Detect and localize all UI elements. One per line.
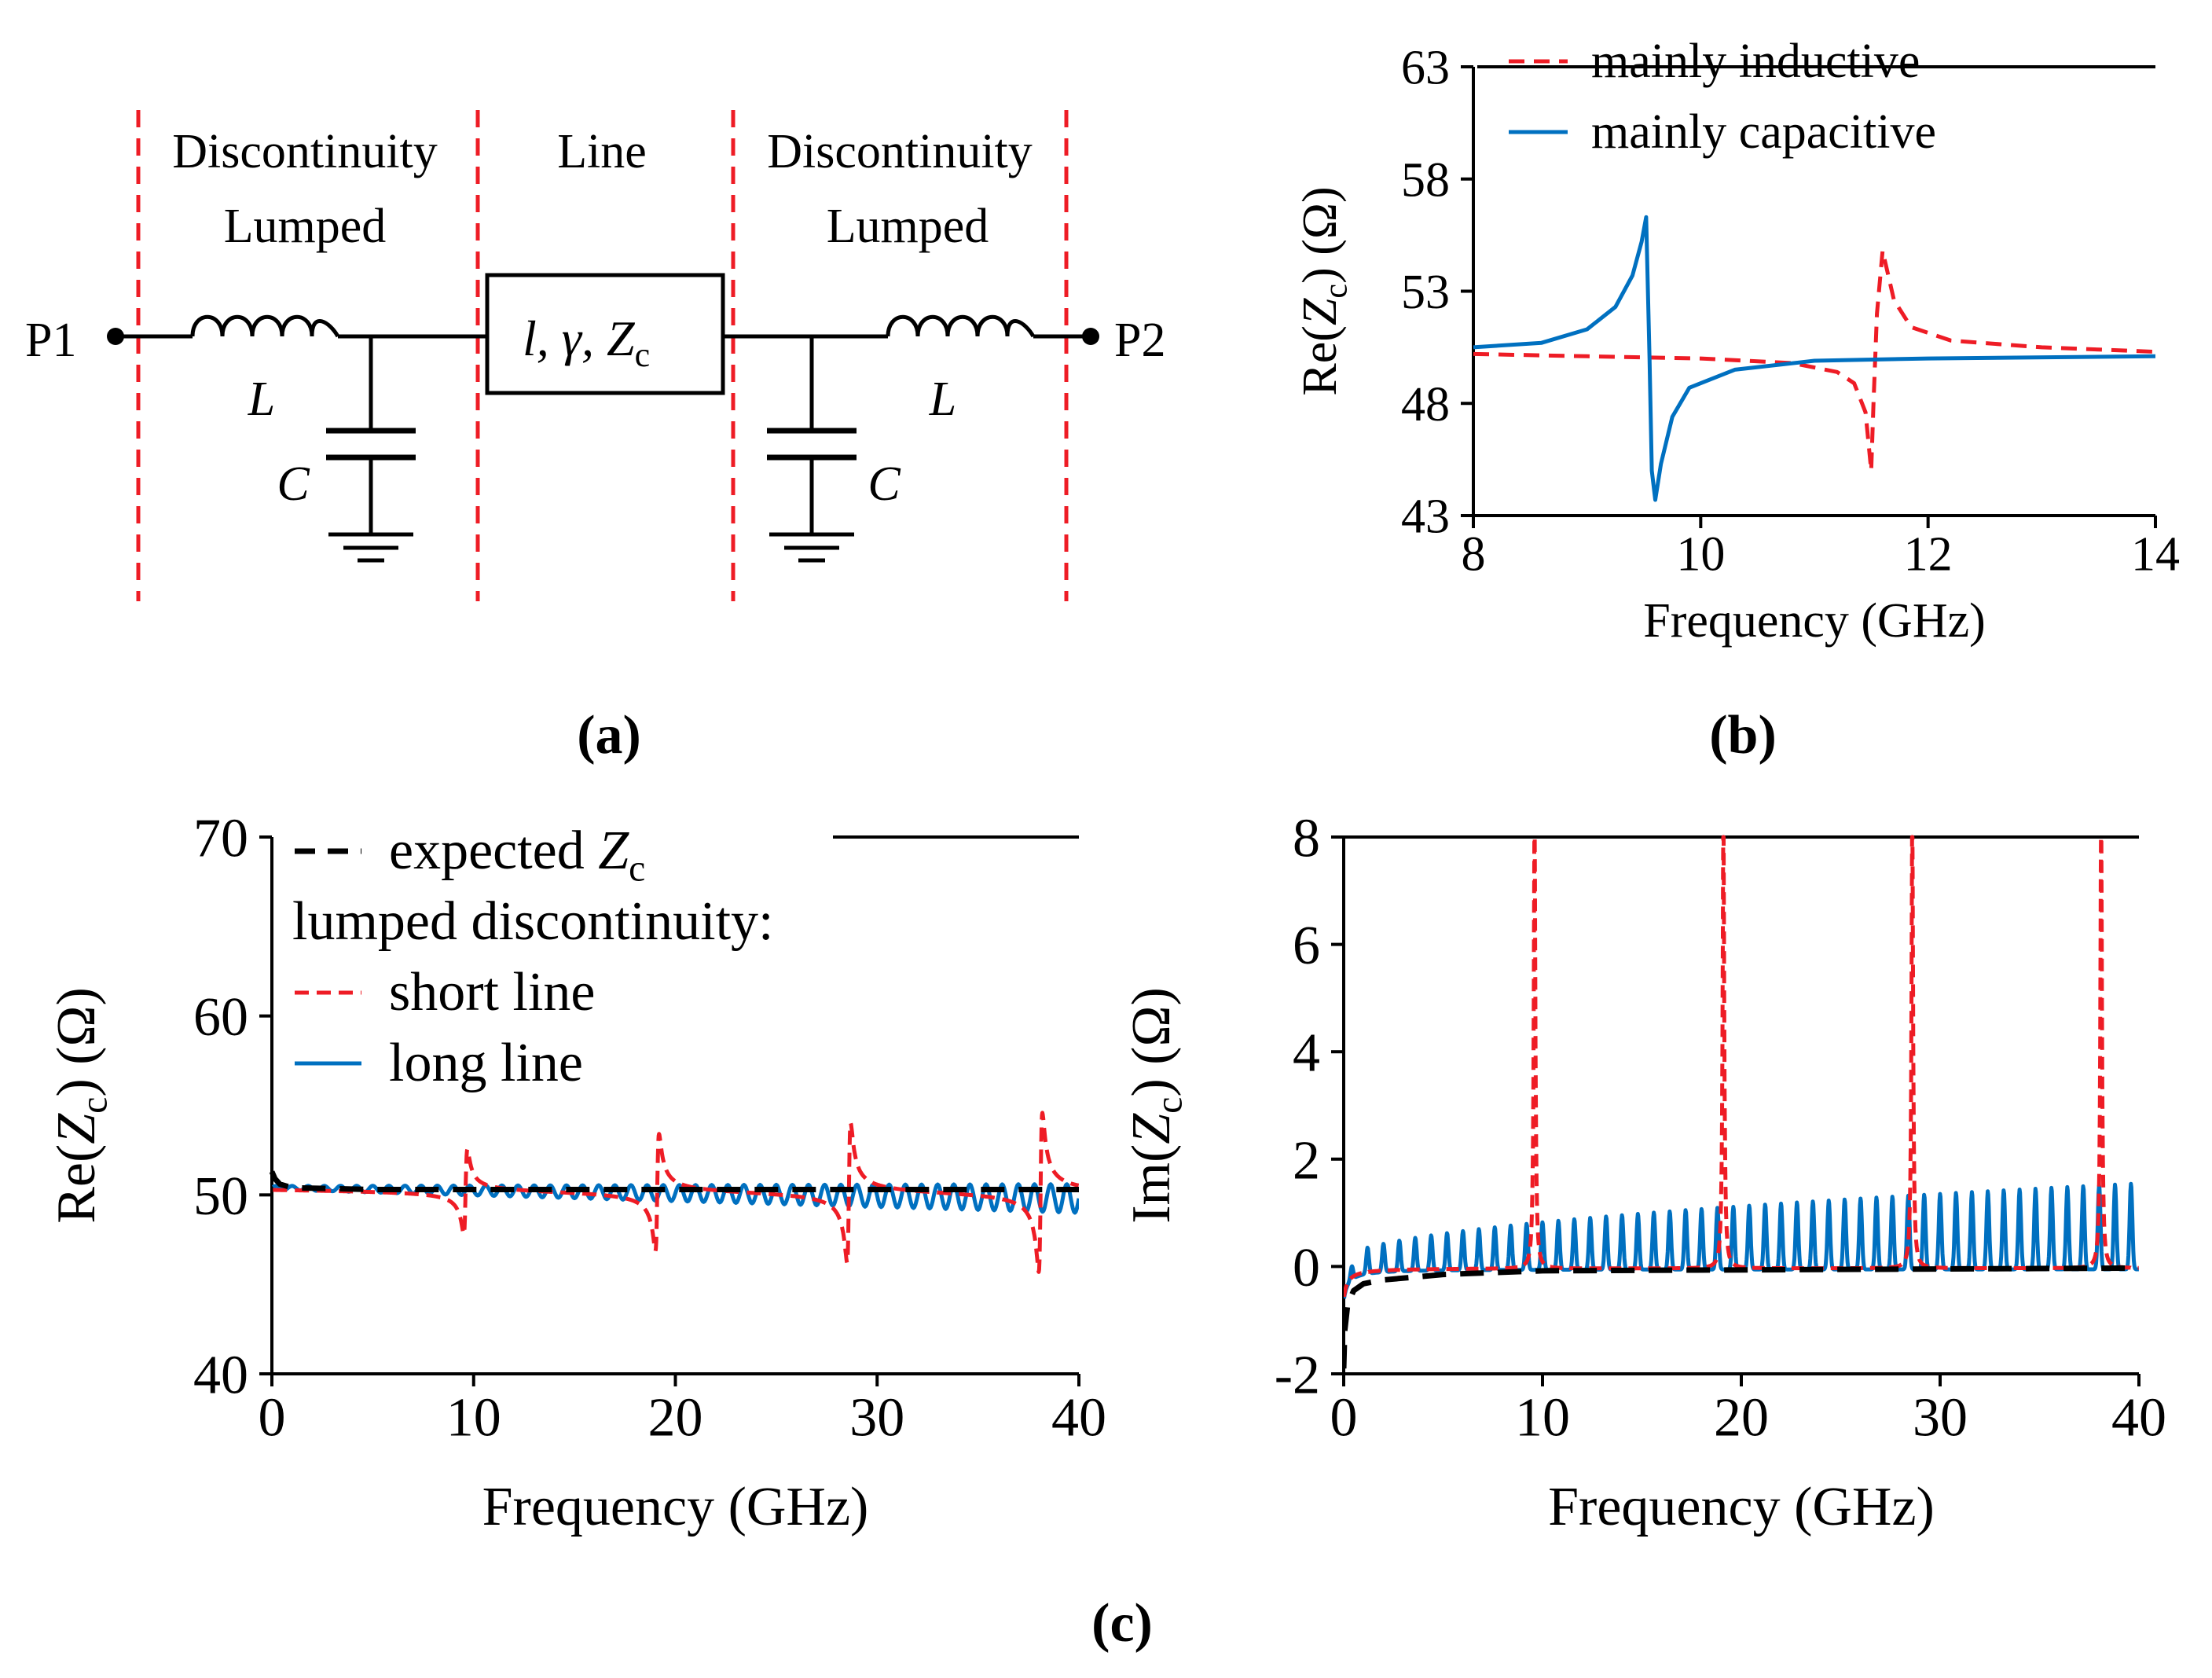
y-tick-label: 6 (1293, 916, 1320, 976)
right-inductor (886, 314, 1036, 338)
legend-label: mainly inductive (1591, 35, 1920, 88)
x-tick-label: 30 (1913, 1387, 1968, 1448)
right-inductor-label: L (929, 373, 956, 426)
panel-b-caption: (b) (1709, 705, 1777, 766)
left-capacitor-label: C (277, 457, 310, 511)
x-tick-label: 0 (1330, 1387, 1358, 1448)
series-mainly-capacitive (1473, 215, 2156, 502)
y-tick-label: 43 (1401, 490, 1450, 544)
y-tick-label: 53 (1401, 266, 1450, 319)
x-tick-label: 10 (1515, 1387, 1570, 1448)
x-tick-label: 20 (1714, 1387, 1769, 1448)
x-tick-label: 10 (446, 1387, 501, 1448)
panel-a-caption: (a) (577, 705, 641, 766)
x-tick-label: 40 (2111, 1387, 2166, 1448)
right-section-label-1: Discontinuity (767, 125, 1033, 178)
series-long-line (272, 1182, 1079, 1215)
left-section-label-1: Discontinuity (172, 125, 438, 178)
y-tick-label: 2 (1293, 1130, 1320, 1191)
chart-b: 43 48 53 58 63 8 10 12 14 Frequency (GHz) Re(Zc) (… (1293, 35, 2180, 648)
x-tick-label: 10 (1676, 527, 1725, 581)
y-axis-label: Re(Zc) (Ω) (46, 987, 115, 1224)
legend-label: mainly capacitive (1591, 105, 1936, 159)
y-axis-label: Im(Zc) (Ω) (1121, 987, 1190, 1224)
y-tick-label: 40 (193, 1346, 248, 1406)
x-tick-label: 14 (2131, 527, 2180, 581)
series-expected-zc (269, 1170, 1079, 1192)
right-section-label-2: Lumped (827, 200, 989, 253)
series-mainly-inductive (1473, 248, 2156, 473)
left-inductor (190, 314, 340, 338)
y-tick-label: -2 (1275, 1346, 1320, 1406)
left-section-label-2: Lumped (224, 200, 387, 253)
series-long-line (1344, 1181, 2139, 1299)
y-tick-label: 50 (193, 1166, 248, 1227)
port-p1-label: P1 (25, 314, 76, 367)
panel-a-circuit: Discontinuity Lumped Line Discontinuity … (25, 110, 1165, 766)
x-axis-label: Frequency (GHz) (1643, 594, 1986, 648)
y-tick-label: 48 (1401, 378, 1450, 431)
x-axis-label: Frequency (GHz) (482, 1477, 869, 1537)
legend-label: expected Zc (389, 821, 645, 889)
series-expected-zc (1344, 1265, 2139, 1369)
y-tick-label: 58 (1401, 153, 1450, 207)
x-tick-label: 20 (648, 1387, 703, 1448)
y-tick-label: 0 (1293, 1238, 1320, 1298)
legend-label: lumped discontinuity: (292, 891, 773, 952)
y-tick-label: 63 (1401, 42, 1450, 95)
x-tick-label: 30 (849, 1387, 904, 1448)
y-axis-label: Re(Zc) (Ω) (1293, 186, 1355, 395)
x-axis-label: Frequency (GHz) (1548, 1477, 1935, 1537)
y-tick-label: 8 (1293, 809, 1320, 869)
middle-section-label: Line (557, 125, 647, 178)
y-tick-label: 4 (1293, 1023, 1320, 1084)
x-tick-label: 40 (1051, 1387, 1106, 1448)
right-capacitor-label: C (868, 457, 901, 511)
line-block (485, 273, 725, 395)
y-tick-label: 60 (193, 987, 248, 1048)
legend-label: short line (389, 962, 595, 1023)
panel-c-caption: (c) (1091, 1593, 1153, 1654)
port-p2-label: P2 (1114, 314, 1165, 367)
chart-c-left: 40 50 60 70 0 10 20 30 40 Frequency (GHz) Re(Zc) (… (46, 809, 1106, 1538)
left-inductor-label: L (248, 373, 275, 426)
series-short-line (272, 1111, 1079, 1274)
line-block-label: l, γ, Zc (523, 310, 650, 374)
x-tick-label: 0 (259, 1387, 286, 1448)
y-tick-label: 70 (193, 809, 248, 869)
x-tick-label: 12 (1904, 527, 1953, 581)
x-tick-label: 8 (1462, 527, 1486, 581)
legend-label: long line (389, 1033, 583, 1093)
